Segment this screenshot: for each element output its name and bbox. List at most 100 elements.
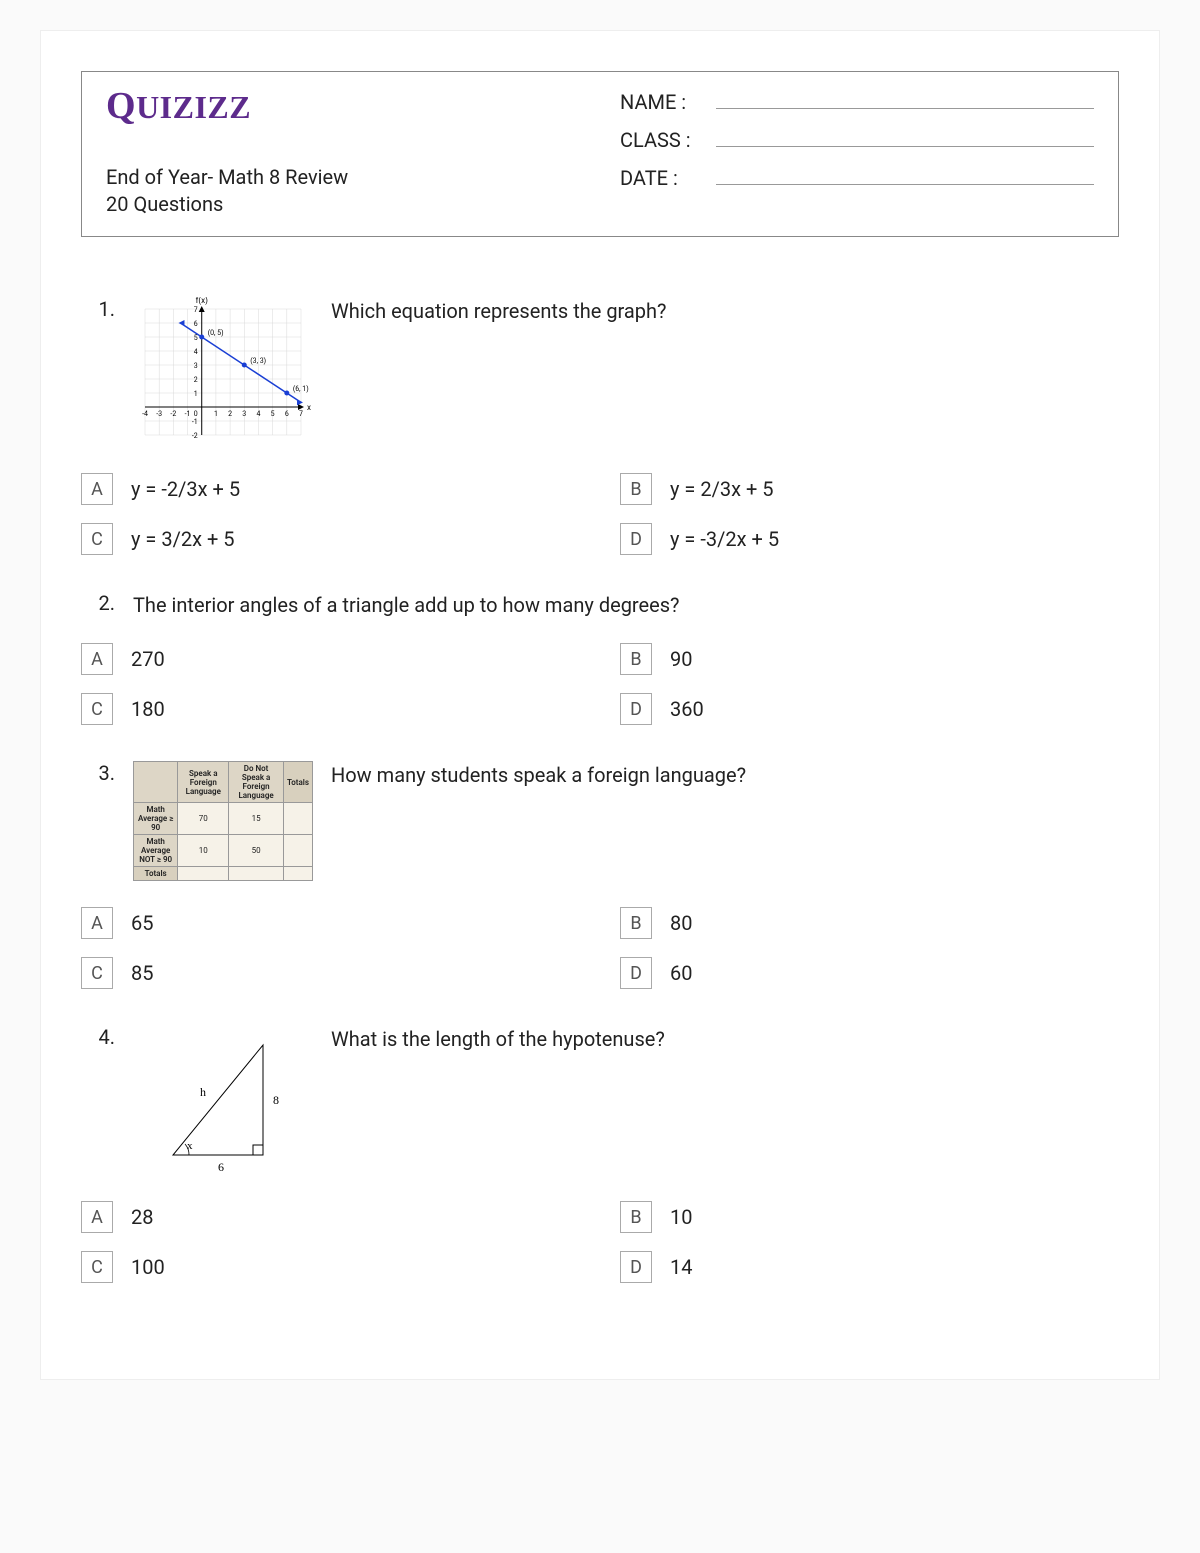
svg-text:7: 7 [299, 410, 303, 418]
choice-letter-box[interactable]: D [620, 693, 652, 725]
svg-text:-4: -4 [142, 410, 148, 418]
choice-text: y = -3/2x + 5 [670, 527, 779, 551]
choice[interactable]: A 28 [81, 1201, 580, 1233]
svg-text:f(x): f(x) [196, 297, 208, 305]
choice[interactable]: D 60 [620, 957, 1119, 989]
class-input-line[interactable] [716, 128, 1094, 147]
choice-letter-box[interactable]: A [81, 907, 113, 939]
question-row: 4. h 8 6 x What is the length of the hyp… [81, 1025, 1119, 1175]
quiz-title: End of Year- Math 8 Review [106, 164, 580, 191]
svg-text:7: 7 [194, 306, 198, 314]
header-box: QUIZIZZ End of Year- Math 8 Review 20 Qu… [81, 71, 1119, 237]
choice[interactable]: C 180 [81, 693, 580, 725]
choice[interactable]: A y = -2/3x + 5 [81, 473, 580, 505]
quiz-count: 20 Questions [106, 191, 580, 218]
choice[interactable]: A 65 [81, 907, 580, 939]
choice[interactable]: D y = -3/2x + 5 [620, 523, 1119, 555]
quiz-meta: End of Year- Math 8 Review 20 Questions [106, 164, 580, 218]
choice-letter-box[interactable]: C [81, 957, 113, 989]
right-triangle-figure: h 8 6 x [133, 1025, 293, 1175]
choice-letter-box[interactable]: B [620, 1201, 652, 1233]
quizizz-logo: QUIZIZZ [106, 84, 580, 128]
field-name: NAME : [620, 90, 1094, 114]
two-way-table: Speak a Foreign LanguageDo Not Speak a F… [133, 761, 313, 881]
field-date: DATE : [620, 166, 1094, 190]
choice-letter-box[interactable]: A [81, 473, 113, 505]
choice-letter-box[interactable]: A [81, 1201, 113, 1233]
name-input-line[interactable] [716, 90, 1094, 109]
question-number: 3. [81, 761, 115, 785]
choice-letter-box[interactable]: B [620, 907, 652, 939]
table-cell: 70 [178, 803, 229, 835]
choice-letter-box[interactable]: A [81, 643, 113, 675]
question-row: 3. Speak a Foreign LanguageDo Not Speak a… [81, 761, 1119, 881]
choice[interactable]: B y = 2/3x + 5 [620, 473, 1119, 505]
question-text: Which equation represents the graph? [331, 297, 1119, 323]
choice-text: 80 [670, 911, 692, 935]
svg-text:5: 5 [271, 410, 275, 418]
choice-letter-box[interactable]: B [620, 643, 652, 675]
choice[interactable]: D 14 [620, 1251, 1119, 1283]
choice-text: y = 2/3x + 5 [670, 477, 774, 501]
svg-text:3: 3 [194, 362, 198, 370]
question-text: How many students speak a foreign langua… [331, 761, 1119, 787]
question: 3. Speak a Foreign LanguageDo Not Speak a… [81, 761, 1119, 989]
svg-text:(0, 5): (0, 5) [208, 329, 224, 337]
choice-text: 100 [131, 1255, 165, 1279]
choice-letter-box[interactable]: C [81, 1251, 113, 1283]
svg-text:1: 1 [194, 390, 198, 398]
svg-text:-1: -1 [185, 410, 191, 418]
table-cell [283, 835, 312, 867]
choice-letter-box[interactable]: D [620, 1251, 652, 1283]
date-input-line[interactable] [716, 166, 1094, 185]
choice-text: 28 [131, 1205, 153, 1229]
table-cell: Totals [134, 867, 178, 881]
svg-text:8: 8 [273, 1093, 279, 1107]
table-cell: 50 [229, 835, 284, 867]
question-number: 4. [81, 1025, 115, 1049]
svg-text:6: 6 [285, 410, 289, 418]
choice[interactable]: D 360 [620, 693, 1119, 725]
table-cell [178, 867, 229, 881]
choice[interactable]: C 85 [81, 957, 580, 989]
table-cell: 10 [178, 835, 229, 867]
svg-text:5: 5 [194, 334, 198, 342]
choice[interactable]: C 100 [81, 1251, 580, 1283]
svg-text:6: 6 [218, 1160, 224, 1174]
table-cell: Math Average NOT ≥ 90 [134, 835, 178, 867]
choice[interactable]: C y = 3/2x + 5 [81, 523, 580, 555]
question-figure: Speak a Foreign LanguageDo Not Speak a F… [133, 761, 313, 881]
question-number: 1. [81, 297, 115, 321]
question-row: 2.The interior angles of a triangle add … [81, 591, 1119, 617]
question-figure: h 8 6 x [133, 1025, 313, 1175]
table-header: Totals [283, 762, 312, 803]
choice[interactable]: B 10 [620, 1201, 1119, 1233]
question: 4. h 8 6 x What is the length of the hyp… [81, 1025, 1119, 1283]
choice-letter-box[interactable]: B [620, 473, 652, 505]
svg-text:2: 2 [228, 410, 232, 418]
choice-letter-box[interactable]: C [81, 523, 113, 555]
header-right: NAME : CLASS : DATE : [620, 84, 1094, 218]
choice-text: 85 [131, 961, 153, 985]
choice[interactable]: A 270 [81, 643, 580, 675]
svg-text:-1: -1 [192, 418, 198, 426]
choice[interactable]: B 90 [620, 643, 1119, 675]
svg-text:x: x [307, 403, 311, 412]
choice-text: y = -2/3x + 5 [131, 477, 240, 501]
table-header: Speak a Foreign Language [178, 762, 229, 803]
table-cell: 15 [229, 803, 284, 835]
table-cell [283, 867, 312, 881]
svg-text:x: x [187, 1140, 193, 1152]
choice-letter-box[interactable]: D [620, 957, 652, 989]
table-cell [229, 867, 284, 881]
svg-text:2: 2 [194, 376, 198, 384]
question-figure: -4-3-2-11234567-2-112345670 (0, 5) (3, 3… [133, 297, 313, 447]
choices-grid: A 270 B 90 C 180 D 360 [81, 643, 1119, 725]
choice-letter-box[interactable]: D [620, 523, 652, 555]
svg-text:3: 3 [242, 410, 246, 418]
question-row: 1. -4-3-2-11234567-2-112345670 (0, 5) (3… [81, 297, 1119, 447]
choice-text: 60 [670, 961, 692, 985]
choice-letter-box[interactable]: C [81, 693, 113, 725]
choice[interactable]: B 80 [620, 907, 1119, 939]
field-class: CLASS : [620, 128, 1094, 152]
